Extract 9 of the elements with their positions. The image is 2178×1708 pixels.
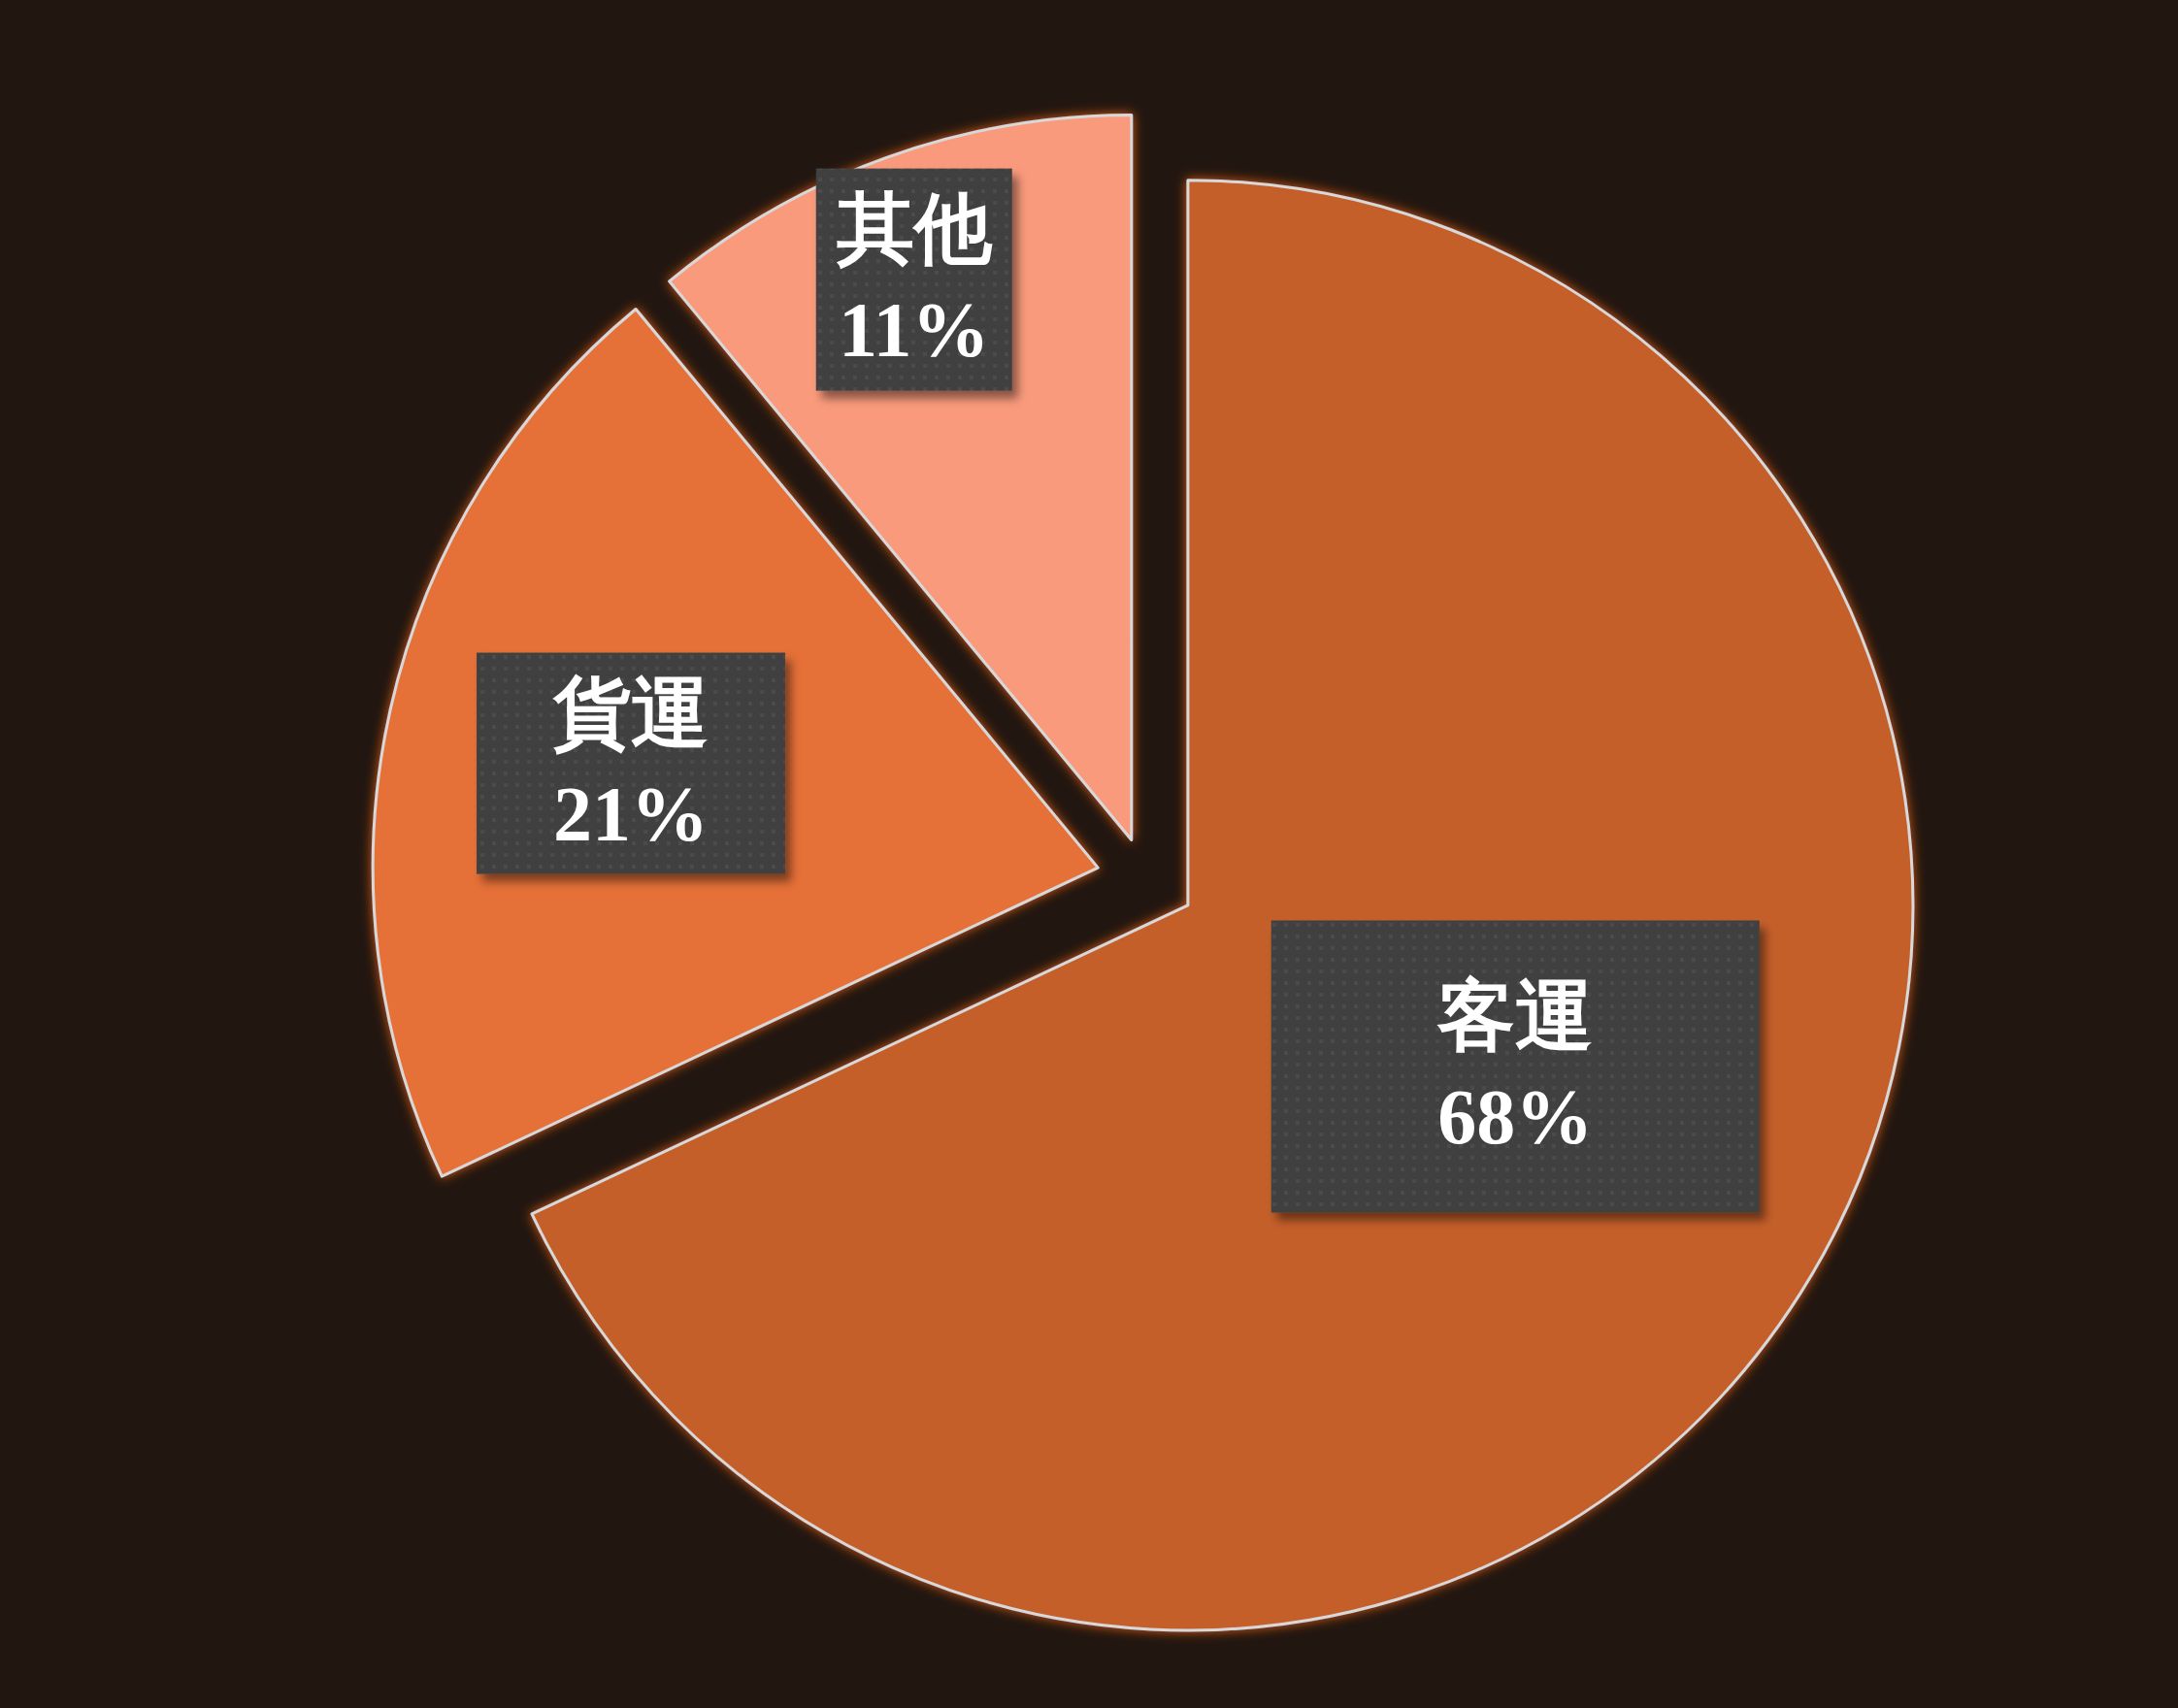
slice-label: 貨運	[552, 670, 710, 756]
data-label: 貨運 21%	[477, 652, 786, 874]
slice-label: 客運	[1436, 972, 1594, 1059]
data-label: 客運 68%	[1270, 920, 1760, 1213]
data-label: 68%	[1437, 1073, 1594, 1160]
data-label: 21%	[553, 771, 710, 857]
data-label: 其他 11%	[815, 168, 1012, 391]
data-label: 11%	[838, 287, 990, 374]
slice-label: 其他	[835, 186, 993, 273]
